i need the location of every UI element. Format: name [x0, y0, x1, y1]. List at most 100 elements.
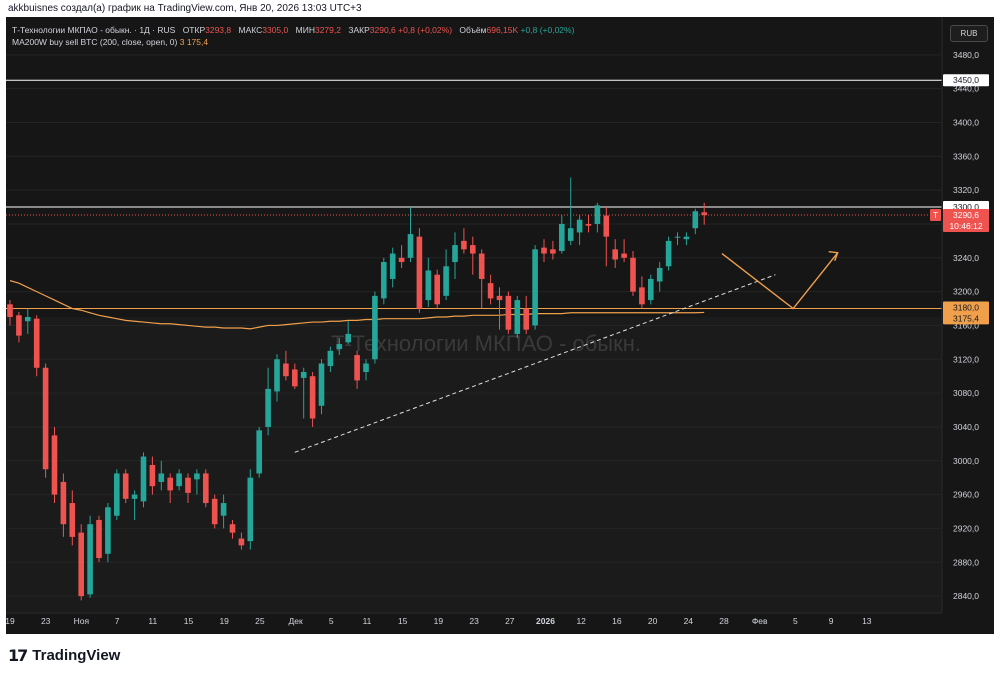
candle-body[interactable]: [220, 503, 227, 516]
price-tick-label: 3440,0: [953, 84, 979, 94]
candle-body[interactable]: [665, 240, 672, 267]
projection-arrowhead: [828, 251, 839, 261]
candle-body[interactable]: [487, 283, 494, 299]
candle-body[interactable]: [51, 435, 58, 495]
legend-symbol[interactable]: Т-Технологии МКПАО - обыкн. · 1Д · RUS: [12, 25, 176, 35]
candle-body[interactable]: [203, 473, 209, 504]
candle-body[interactable]: [461, 240, 467, 250]
candle-body[interactable]: [363, 363, 369, 372]
candle-body[interactable]: [452, 245, 458, 263]
candle-body[interactable]: [7, 304, 13, 317]
candle-body[interactable]: [140, 456, 147, 502]
candle-body[interactable]: [648, 278, 654, 301]
candle-body[interactable]: [630, 257, 636, 292]
candle-body[interactable]: [407, 234, 414, 258]
candle-body[interactable]: [381, 262, 387, 299]
candle-body[interactable]: [274, 359, 280, 392]
candle-body[interactable]: [585, 223, 592, 226]
candle-body[interactable]: [256, 430, 262, 474]
time-tick-label: 11: [363, 616, 372, 626]
candle-body[interactable]: [656, 267, 663, 282]
time-tick-label: 23: [41, 616, 51, 626]
ma200w-polyline[interactable]: [9, 280, 705, 330]
candle-body[interactable]: [33, 318, 40, 368]
candle-body[interactable]: [176, 473, 182, 487]
candle-body[interactable]: [523, 308, 529, 330]
candle-body[interactable]: [683, 236, 690, 240]
candle-body[interactable]: [309, 376, 316, 419]
price-tick-label: 3120,0: [953, 354, 979, 364]
candle-body[interactable]: [318, 363, 325, 406]
chart-area[interactable]: Т-Технологии МКПАО - обыкн. 2840,0 2880,0…: [6, 17, 994, 634]
candle-body[interactable]: [425, 270, 432, 301]
chart-shade: [6, 317, 942, 613]
candle-body[interactable]: [300, 371, 307, 378]
price-tick-label: 3160,0: [953, 320, 979, 330]
price-tick-label: 2840,0: [953, 591, 979, 601]
candle-body[interactable]: [345, 333, 351, 343]
candle-body[interactable]: [434, 274, 440, 305]
candle-body[interactable]: [185, 477, 191, 493]
candle-body[interactable]: [87, 524, 93, 595]
candle-body[interactable]: [229, 524, 236, 533]
candle-body[interactable]: [470, 245, 476, 254]
candle-body[interactable]: [594, 205, 601, 224]
legend-indicator[interactable]: MA200W buy sell BTC (200, close, open, 0…: [12, 37, 178, 47]
candle-body[interactable]: [78, 532, 84, 597]
candle-body[interactable]: [567, 228, 574, 241]
candle-body[interactable]: [96, 519, 102, 559]
trendline-dashed[interactable]: [294, 274, 776, 453]
candle-body[interactable]: [639, 287, 645, 305]
candle-body[interactable]: [674, 236, 681, 238]
candle-body[interactable]: [372, 295, 378, 360]
candle-body[interactable]: [158, 473, 165, 482]
time-tick-label: 12: [576, 616, 586, 626]
candle-body[interactable]: [42, 367, 49, 470]
candle-body[interactable]: [496, 295, 503, 301]
candle-body[interactable]: [354, 355, 360, 381]
candle-body[interactable]: [69, 503, 76, 537]
candle-body[interactable]: [167, 477, 173, 491]
candle-body[interactable]: [247, 477, 254, 542]
candle-body[interactable]: [238, 538, 245, 546]
candle-body[interactable]: [211, 498, 218, 525]
candle-body[interactable]: [149, 465, 156, 487]
candle-body[interactable]: [541, 247, 547, 254]
price-tick-label: 2960,0: [953, 490, 979, 500]
candle-body[interactable]: [265, 388, 271, 427]
candle-body[interactable]: [398, 257, 405, 263]
candle-body[interactable]: [60, 481, 67, 525]
candle-body[interactable]: [443, 266, 449, 296]
candle-body[interactable]: [550, 249, 556, 254]
time-tick-label: 15: [184, 616, 194, 626]
grid: [6, 17, 994, 634]
candle-body[interactable]: [389, 253, 396, 279]
candle-body[interactable]: [16, 315, 22, 336]
candle-body[interactable]: [478, 253, 485, 279]
candle-body[interactable]: [131, 494, 138, 499]
candle-body[interactable]: [416, 236, 423, 309]
price-chart[interactable]: Т-Технологии МКПАО - обыкн. 2840,0 2880,0…: [6, 17, 994, 634]
candle-body[interactable]: [25, 317, 31, 322]
currency-button[interactable]: RUB: [950, 25, 988, 42]
candle-body[interactable]: [336, 344, 343, 350]
candle-body[interactable]: [105, 507, 111, 554]
candle-body[interactable]: [114, 473, 120, 516]
candle-body[interactable]: [559, 223, 565, 252]
candle-body[interactable]: [194, 473, 200, 480]
candle-body[interactable]: [692, 211, 699, 229]
candle-body[interactable]: [122, 473, 129, 499]
candle-body[interactable]: [505, 295, 512, 330]
candle-body[interactable]: [283, 363, 289, 377]
candle-body[interactable]: [292, 369, 298, 387]
candle-body[interactable]: [532, 249, 538, 326]
projection-path[interactable]: [721, 252, 839, 310]
candle-body[interactable]: [514, 300, 521, 334]
candle-body[interactable]: [621, 253, 627, 258]
candle-body[interactable]: [603, 215, 610, 237]
candle-body[interactable]: [327, 350, 334, 367]
badge-ma-bg: [943, 312, 989, 325]
candle-body[interactable]: [576, 219, 583, 233]
candle-body[interactable]: [612, 249, 618, 260]
candle-body[interactable]: [701, 212, 707, 216]
